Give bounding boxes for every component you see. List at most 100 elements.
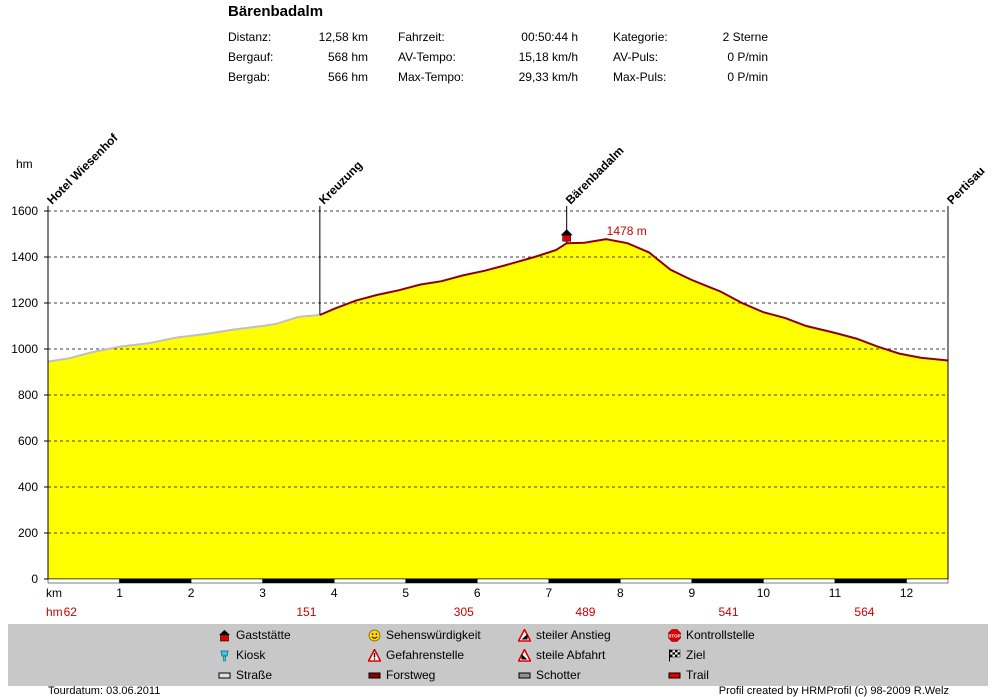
waypoint-label: Pertisau xyxy=(944,164,987,207)
hm-row-label: hm xyxy=(46,605,63,619)
x-tick-label: 4 xyxy=(331,586,338,600)
stat-label: Max-Puls: xyxy=(613,70,667,84)
stat-value: 15,18 km/h xyxy=(518,50,578,64)
y-tick-label: 1200 xyxy=(11,296,38,310)
legend-label: Kiosk xyxy=(236,648,266,662)
stat-value: 0 P/min xyxy=(727,50,768,64)
x-tick-label: 9 xyxy=(689,586,696,600)
credit: Profil created by HRMProfil (c) 98-2009 … xyxy=(718,685,949,697)
hm-row-value: 489 xyxy=(575,605,595,619)
km-band-segment xyxy=(906,578,949,584)
stat-label: Distanz: xyxy=(228,30,272,44)
stat-label: AV-Puls: xyxy=(613,50,659,64)
x-tick-label: 3 xyxy=(259,586,266,600)
waypoint-label: Bärenbadalm xyxy=(563,143,627,207)
svg-text:STOP: STOP xyxy=(668,634,680,639)
x-tick-label: 11 xyxy=(829,586,842,600)
gefahrenstelle-icon xyxy=(368,649,381,662)
x-tick-label: 2 xyxy=(188,586,195,600)
y-axis-label: hm xyxy=(16,157,33,171)
route-title: Bärenbadalm xyxy=(228,3,324,20)
x-tick-label: 8 xyxy=(617,586,624,600)
forstweg-icon xyxy=(368,672,381,679)
stat-label: Bergauf: xyxy=(228,50,274,64)
x-axis-label: km xyxy=(46,586,62,600)
km-band-segment xyxy=(47,578,120,584)
x-tick-label: 5 xyxy=(402,586,409,600)
legend-label: Gefahrenstelle xyxy=(386,648,465,662)
y-tick-label: 1000 xyxy=(11,342,38,356)
x-tick-label: 10 xyxy=(757,586,771,600)
waypoint-label: Hotel Wiesenhof xyxy=(44,130,121,207)
y-tick-label: 1400 xyxy=(11,250,38,264)
km-band-segment xyxy=(548,578,621,584)
stat-label: Max-Tempo: xyxy=(398,70,465,84)
y-tick-label: 200 xyxy=(18,526,38,540)
hm-row-value: 541 xyxy=(718,605,738,619)
strasse-icon xyxy=(218,672,231,679)
legend: Gaststätte Sehenswürdigkeit steiler Anst… xyxy=(8,624,988,686)
kontrollstelle-icon: STOP xyxy=(668,629,681,642)
legend-label: Schotter xyxy=(536,668,581,682)
stat-value: 2 Sterne xyxy=(722,30,768,44)
steile-abfahrt-icon xyxy=(518,649,531,662)
elevation-area xyxy=(48,239,948,579)
stat-value: 12,58 km xyxy=(318,30,368,44)
stat-label: Kategorie: xyxy=(613,30,668,44)
stat-value: 0 P/min xyxy=(727,70,768,84)
waypoint-label: Kreuzung xyxy=(316,158,365,207)
profile-line-road xyxy=(47,314,320,363)
km-band-segment xyxy=(691,578,764,584)
y-tick-label: 0 xyxy=(31,572,38,586)
legend-label: Trail xyxy=(686,668,709,682)
y-tick-label: 1600 xyxy=(11,204,38,218)
peak-elevation-label: 1478 m xyxy=(607,224,647,238)
stat-label: Bergab: xyxy=(228,70,271,84)
x-tick-label: 1 xyxy=(116,586,123,600)
x-tick-label: 12 xyxy=(900,586,914,600)
kiosk-icon xyxy=(220,650,229,662)
waypoint-label-group: Bärenbadalm xyxy=(563,143,627,207)
stat-label: Fahrzeit: xyxy=(398,30,445,44)
km-band-segment xyxy=(190,578,263,584)
waypoint-label-group: Pertisau xyxy=(944,164,987,207)
steiler-anstieg-icon xyxy=(518,629,531,642)
y-tick-label: 800 xyxy=(18,388,38,402)
legend-label: Kontrollstelle xyxy=(686,628,755,642)
km-band-segment xyxy=(477,578,550,584)
waypoint-label-group: Hotel Wiesenhof xyxy=(44,130,121,207)
legend-label: Gaststätte xyxy=(236,628,291,642)
profile-line-forest xyxy=(319,238,949,362)
km-band-segment xyxy=(262,578,335,584)
legend-label: steile Abfahrt xyxy=(536,648,606,662)
stat-label: AV-Tempo: xyxy=(398,50,456,64)
ziel-icon xyxy=(669,649,681,662)
y-tick-label: 400 xyxy=(18,480,38,494)
stat-value: 29,33 km/h xyxy=(518,70,578,84)
km-band-segment xyxy=(620,578,693,584)
legend-label: Forstweg xyxy=(386,668,436,682)
x-tick-label: 7 xyxy=(545,586,552,600)
hm-row-value: 564 xyxy=(854,605,874,619)
y-tick-label: 600 xyxy=(18,434,38,448)
stat-value: 00:50:44 h xyxy=(521,30,578,44)
tour-date: Tourdatum: 03.06.2011 xyxy=(48,685,161,697)
sehenswuerdigkeit-icon xyxy=(368,629,381,642)
stat-value: 568 hm xyxy=(327,50,368,64)
km-band-segment xyxy=(405,578,478,584)
km-band-segment xyxy=(333,578,406,584)
trail-icon xyxy=(668,672,681,679)
legend-label: steiler Anstieg xyxy=(536,628,611,642)
km-band-segment xyxy=(834,578,907,584)
hm-row-value: 305 xyxy=(454,605,474,619)
gaststaette-icon xyxy=(560,229,573,242)
legend-label: Straße xyxy=(236,668,273,682)
waypoint-label-group: Kreuzung xyxy=(316,158,365,207)
schotter-icon xyxy=(518,672,531,679)
hm-row-value: 151 xyxy=(296,605,316,619)
hm-row-value: 62 xyxy=(64,605,78,619)
km-band-segment xyxy=(119,578,192,584)
x-tick-label: 6 xyxy=(474,586,481,600)
legend-label: Ziel xyxy=(686,648,706,662)
